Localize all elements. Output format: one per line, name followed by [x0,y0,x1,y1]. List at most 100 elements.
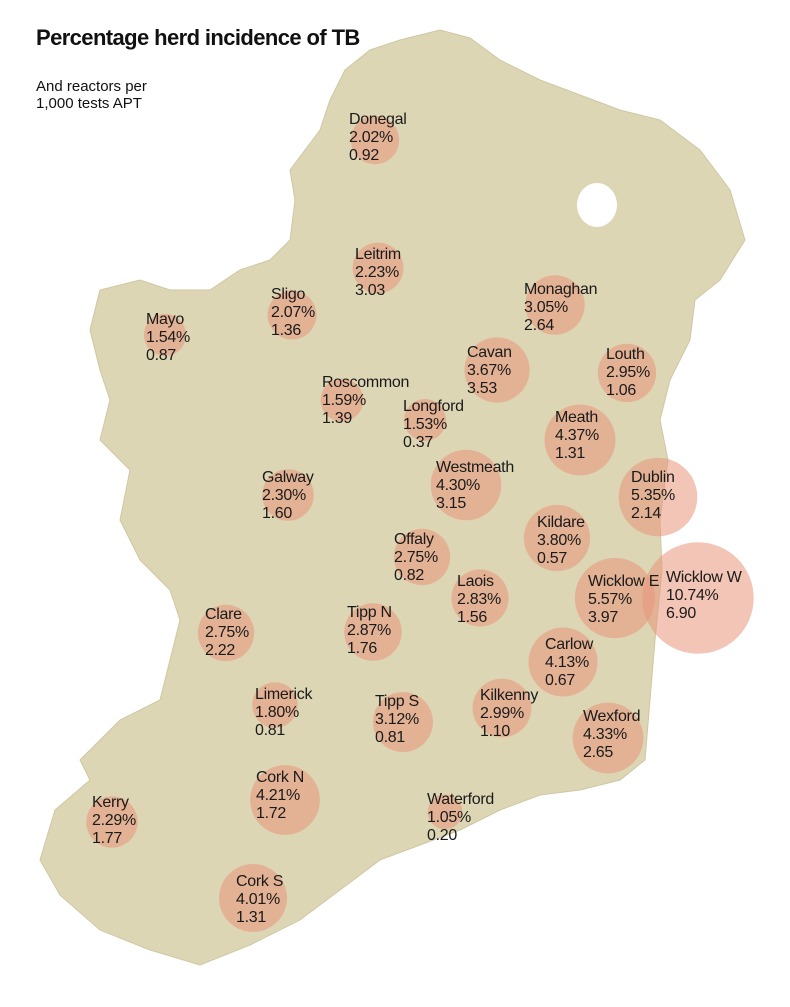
county-pct: 1.54% [146,329,190,346]
county-pct: 2.87% [347,622,391,639]
county-pct: 1.59% [322,392,366,409]
county-name: Longford [403,398,464,415]
bubble-galway [262,469,314,521]
bubble-waterford [427,794,463,830]
bubble-cavan [464,337,530,403]
county-pct: 2.75% [205,624,249,641]
county-pct: 1.53% [403,416,447,433]
county-name: Wicklow E [588,573,659,590]
county-pct: 2.23% [355,264,399,281]
county-reactors: 1.60 [262,505,292,522]
county-pct: 4.37% [555,427,599,444]
county-label: Cork S 4.01% 1.31 [236,873,283,926]
county-name: Cork S [236,873,283,890]
county-pct: 2.30% [262,487,306,504]
county-name: Kilkenny [480,687,538,704]
county-name: Offaly [394,531,434,548]
county-label: Monaghan 3.05% 2.64 [524,281,597,334]
county-pct: 5.35% [631,487,675,504]
county-name: Donegal [349,111,407,128]
county-name: Louth [606,346,645,363]
county-name: Waterford [427,791,494,808]
lough-neagh [577,183,617,227]
ireland-landmass [39,29,746,966]
bubble-cork-n [250,765,320,835]
county-pct: 5.57% [588,591,632,608]
county-reactors: 1.31 [236,909,266,926]
county-reactors: 1.39 [322,410,352,427]
county-reactors: 0.37 [403,434,433,451]
county-name: Clare [205,606,242,623]
county-name: Galway [262,469,314,486]
bubble-wicklow-w [642,542,754,654]
bubble-roscommon [320,378,364,422]
county-pct: 2.29% [92,812,136,829]
county-name: Leitrim [355,246,401,263]
county-pct: 1.80% [255,704,299,721]
bubble-donegal [350,115,400,165]
county-label: Louth 2.95% 1.06 [606,346,650,399]
county-label: Offaly 2.75% 0.82 [394,531,438,584]
county-name: Cork N [256,769,304,786]
bubble-sligo [267,290,317,340]
map-subtitle: And reactors per 1,000 tests APT [36,78,147,112]
county-label: Mayo 1.54% 0.87 [146,311,190,364]
county-reactors: 3.15 [436,495,466,512]
county-reactors: 1.77 [92,830,122,847]
county-reactors: 0.20 [427,827,457,844]
bubble-mayo [143,313,187,357]
county-name: Limerick [255,686,313,703]
county-reactors: 0.92 [349,147,379,164]
bubble-carlow [528,627,598,697]
county-name: Dublin [631,469,675,486]
county-label: Waterford 1.05% 0.20 [427,791,494,844]
county-pct: 2.75% [394,549,438,566]
county-pct: 3.80% [537,532,581,549]
county-reactors: 1.72 [256,805,286,822]
county-name: Kildare [537,514,585,531]
county-pct: 4.30% [436,477,480,494]
county-pct: 2.02% [349,129,393,146]
county-name: Westmeath [436,459,514,476]
county-pct: 3.12% [375,711,419,728]
bubble-offaly [393,528,451,586]
county-name: Tipp S [375,693,419,710]
county-label: Dublin 5.35% 2.14 [631,469,675,522]
bubble-louth [597,343,657,403]
county-label: Tipp S 3.12% 0.81 [375,693,419,746]
county-pct: 1.05% [427,809,471,826]
county-label: Meath 4.37% 1.31 [555,409,599,462]
county-name: Tipp N [347,604,392,621]
county-reactors: 0.57 [537,550,567,567]
county-name: Wexford [583,708,640,725]
county-label: Wexford 4.33% 2.65 [583,708,640,761]
county-name: Sligo [271,286,305,303]
county-pct: 3.67% [467,362,511,379]
county-reactors: 3.53 [467,380,497,397]
county-reactors: 3.97 [588,609,618,626]
county-reactors: 0.67 [545,672,575,689]
county-label: Westmeath 4.30% 3.15 [436,459,514,512]
county-label: Tipp N 2.87% 1.76 [347,604,392,657]
county-reactors: 1.06 [606,382,636,399]
bubble-limerick [252,682,298,728]
county-reactors: 2.14 [631,505,661,522]
county-label: Cavan 3.67% 3.53 [467,344,512,397]
county-pct: 4.33% [583,726,627,743]
county-label: Galway 2.30% 1.60 [262,469,314,522]
county-reactors: 1.31 [555,445,585,462]
county-reactors: 2.22 [205,642,235,659]
county-label: Cork N 4.21% 1.72 [256,769,304,822]
bubble-longford [404,399,446,441]
county-label: Wicklow E 5.57% 3.97 [588,573,659,626]
bubble-monaghan [525,275,585,335]
bubble-dublin [618,457,698,537]
county-name: Mayo [146,311,184,328]
county-name: Meath [555,409,598,426]
bubble-westmeath [430,449,502,521]
county-name: Roscommon [322,374,409,391]
bubble-wicklow-e [574,557,656,639]
county-label: Donegal 2.02% 0.92 [349,111,407,164]
county-name: Monaghan [524,281,597,298]
